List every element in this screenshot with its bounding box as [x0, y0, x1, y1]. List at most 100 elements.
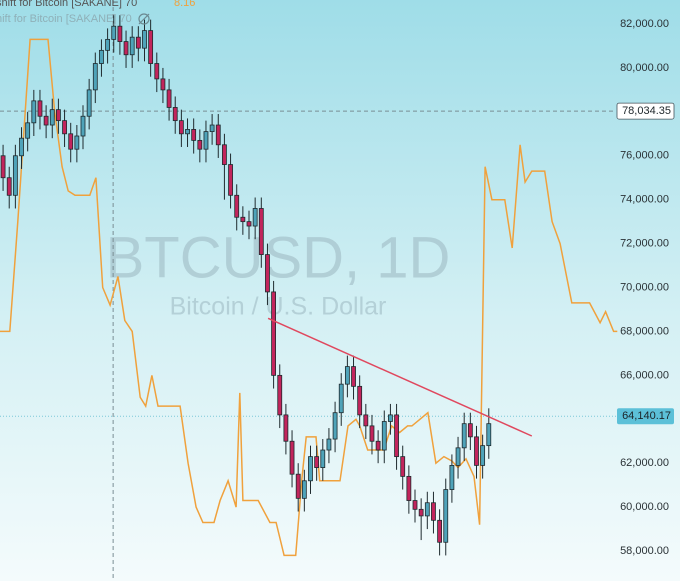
candle-body: [240, 216, 246, 223]
candle-body: [357, 385, 363, 416]
candle-body: [461, 423, 467, 449]
price-marker-label: 78,034.35: [622, 105, 671, 117]
candle-body: [142, 30, 147, 49]
candle-body: [363, 414, 369, 427]
candle-body: [74, 135, 80, 150]
candle-body: [92, 63, 98, 91]
plot: [0, 0, 618, 581]
candle-body: [25, 122, 31, 139]
candle-body: [12, 155, 18, 196]
candle-body: [467, 423, 473, 438]
candle-body: [43, 115, 49, 126]
indicator-value: 8.16: [174, 0, 195, 9]
indicator-legend-faded: hift for Bitcoin [SAKANE] 70: [0, 13, 132, 25]
candle-body: [111, 25, 117, 40]
indicator-legend: shift for Bitcoin [SAKANE] 70: [0, 0, 137, 9]
y-tick-label: 70,000.00: [620, 281, 669, 293]
candle-body: [154, 63, 160, 80]
candle-body: [37, 100, 43, 117]
candle-body: [228, 164, 233, 196]
candle-body: [375, 440, 381, 451]
candle-body: [252, 208, 258, 227]
candle-body: [234, 194, 240, 218]
candle-body: [246, 221, 252, 227]
candle-body: [68, 133, 74, 150]
candle-body: [99, 49, 104, 64]
trendline: [267, 317, 533, 437]
candle-body: [289, 440, 295, 475]
candle-body: [418, 508, 424, 517]
hide-icon[interactable]: [138, 13, 150, 25]
candle-body: [49, 109, 55, 126]
y-tick-label: 66,000.00: [620, 369, 669, 381]
candle-body: [486, 423, 492, 447]
candle-body: [166, 89, 172, 108]
candle-body: [277, 374, 283, 416]
candle-body: [431, 502, 436, 521]
candle-body: [381, 421, 387, 451]
price-marker-box: [617, 408, 674, 425]
candle-body: [271, 291, 276, 376]
y-tick-label: 72,000.00: [620, 238, 669, 250]
candle-body: [86, 89, 92, 117]
watermark-title: BTCUSD, 1D: [106, 225, 451, 290]
candle-body: [388, 414, 393, 422]
candle-body: [265, 254, 270, 293]
candle-body: [480, 445, 486, 466]
y-tick-label: 60,000.00: [620, 501, 669, 513]
candle-body: [6, 177, 12, 196]
candle-body: [443, 489, 449, 543]
candle-body: [320, 449, 326, 468]
indicator-line: [0, 38, 618, 557]
watermark-subtitle: Bitcoin / U.S. Dollar: [170, 293, 387, 321]
candle-body: [123, 41, 129, 56]
y-tick-label: 58,000.00: [620, 545, 669, 557]
candle-body: [197, 139, 203, 150]
candle-body: [117, 25, 123, 42]
candle-body: [351, 366, 356, 387]
candle-body: [338, 383, 344, 414]
candle-body: [31, 100, 37, 124]
candle-body: [437, 519, 443, 543]
candle-body: [178, 120, 184, 135]
candle-body: [314, 456, 320, 468]
candle-body: [258, 208, 264, 255]
candle-body: [295, 473, 301, 499]
candle-body: [185, 129, 190, 135]
candle-body: [424, 502, 430, 517]
candle-body: [0, 155, 6, 179]
candle-body: [332, 412, 338, 440]
candle-body: [135, 36, 141, 49]
candle-body: [449, 465, 455, 490]
candle-body: [172, 107, 178, 122]
candle-body: [222, 144, 227, 165]
candle-body: [19, 137, 24, 157]
candle-body: [283, 414, 289, 442]
candle-body: [215, 124, 221, 146]
candle-body: [62, 120, 67, 135]
candle-body: [105, 38, 110, 51]
y-tick-label: 74,000.00: [620, 194, 669, 206]
candle-body: [412, 500, 418, 510]
candle-body: [129, 36, 135, 56]
y-tick-label: 62,000.00: [620, 457, 669, 469]
candle-body: [56, 109, 61, 122]
candle-body: [406, 475, 412, 501]
price-marker-box: [616, 102, 675, 120]
candle-body: [203, 131, 209, 150]
y-tick-label: 80,000.00: [620, 62, 669, 74]
candle-body: [394, 414, 399, 458]
candle-body: [301, 480, 307, 499]
candle-body: [474, 436, 479, 466]
candle-body: [80, 115, 86, 137]
candle-body: [326, 438, 332, 451]
candle-body: [160, 78, 166, 91]
y-tick-label: 82,000.00: [620, 18, 669, 30]
candle-body: [455, 447, 461, 466]
y-tick-label: 76,000.00: [620, 150, 669, 162]
candle-body: [209, 124, 215, 133]
y-tick-label: 68,000.00: [620, 325, 669, 337]
candle-body: [369, 425, 375, 442]
